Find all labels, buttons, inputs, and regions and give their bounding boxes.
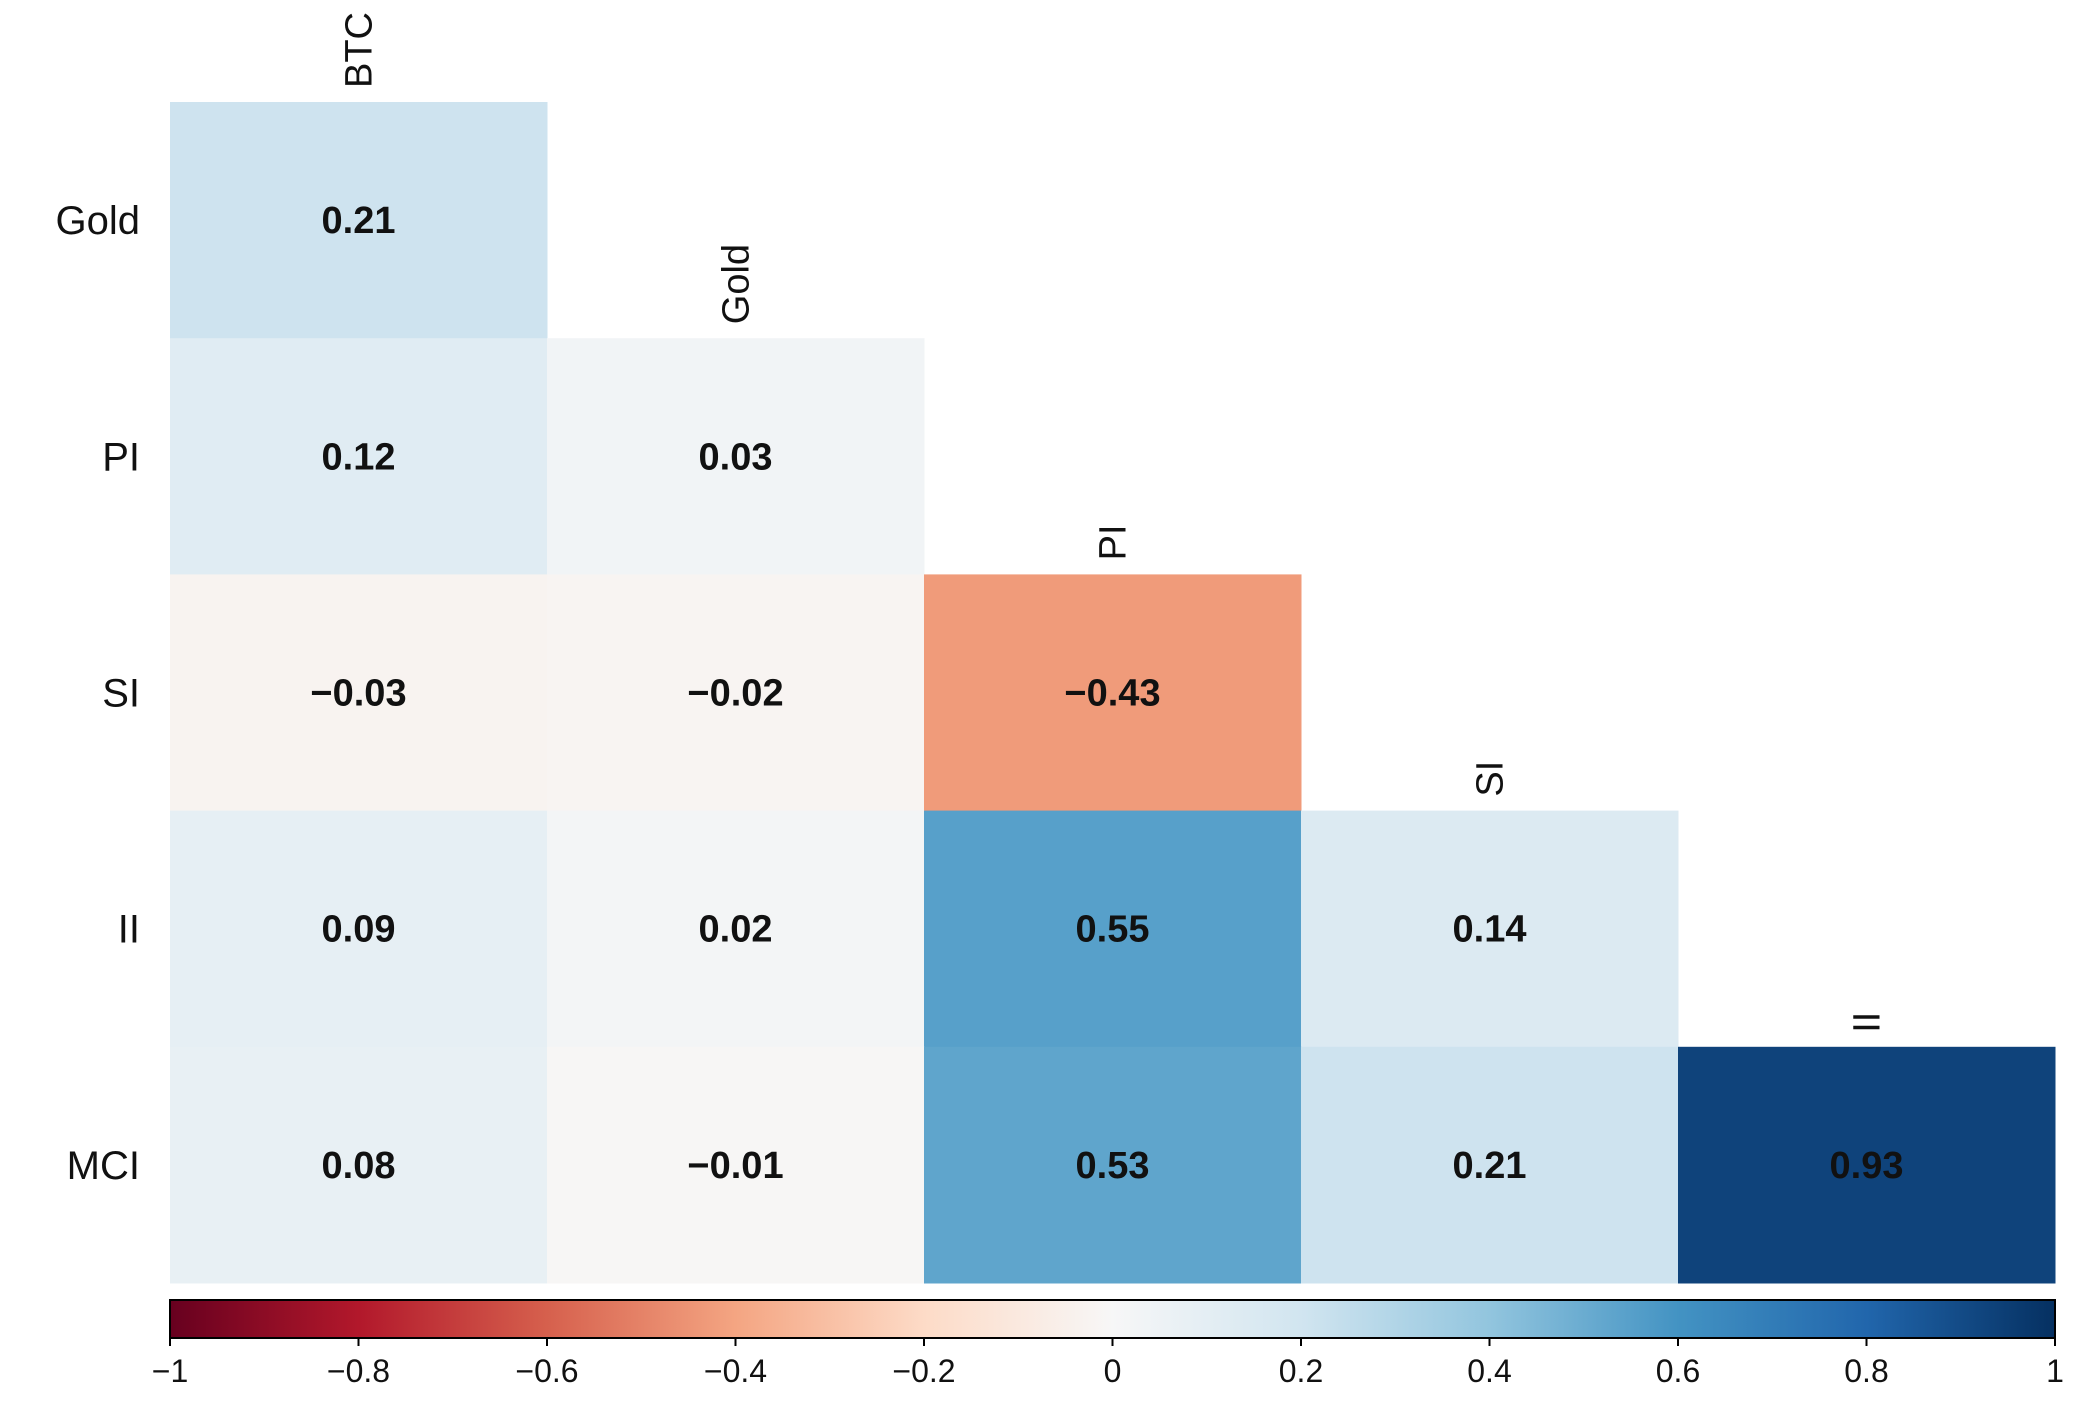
cell-value-ii-si: 0.14 — [1453, 909, 1527, 951]
colorbar-tick-label: −0.8 — [327, 1353, 390, 1389]
cell-value-pi-gold: 0.03 — [699, 436, 773, 478]
cell-pi-gold — [547, 338, 925, 575]
cell-value-ii-gold: 0.02 — [699, 909, 773, 951]
heatmap-cells: 0.21 0.12 0.03 −0.03 −0.02 −0.43 0.09 0.02 0.55 0… — [170, 102, 2056, 1284]
cell-mci-pi — [924, 1046, 1302, 1284]
cell-value-mci-si: 0.21 — [1453, 1145, 1527, 1187]
colorbar-tick-label: −1 — [152, 1353, 188, 1389]
column-label-gold: Gold — [716, 244, 758, 324]
cell-value-mci-btc: 0.08 — [322, 1145, 396, 1187]
column-label-pi: PI — [1093, 524, 1135, 560]
row-label-ii: II — [118, 908, 140, 952]
colorbar: −1 −0.8 −0.6 −0.4 −0.2 0 0.2 0.4 0.6 0.8 1 — [152, 1299, 2064, 1389]
cell-ii-gold — [547, 810, 925, 1048]
cell-si-pi — [924, 574, 1302, 812]
row-label-si: SI — [102, 672, 140, 716]
colorbar-tick-label: −0.2 — [892, 1353, 955, 1389]
colorbar-tick-label: 0.2 — [1279, 1353, 1323, 1389]
colorbar-tick-label: 0.4 — [1467, 1353, 1511, 1389]
colorbar-gradient — [169, 1299, 2056, 1339]
colorbar-tick-label: 0.6 — [1656, 1353, 1700, 1389]
colorbar-tick-label: 0.8 — [1844, 1353, 1888, 1389]
cell-mci-btc — [170, 1046, 548, 1284]
cell-si-gold — [547, 574, 925, 812]
colorbar-tick-label: 0 — [1104, 1353, 1122, 1389]
cell-pi-btc — [170, 338, 548, 575]
column-label-si: SI — [1470, 761, 1512, 797]
row-labels: Gold PI SI II MCI — [56, 199, 141, 1188]
cell-gold-btc — [170, 102, 548, 339]
row-label-mci: MCI — [67, 1144, 140, 1188]
cell-value-mci-gold: −0.01 — [687, 1145, 783, 1187]
colorbar-tick-label: −0.4 — [704, 1353, 767, 1389]
cell-ii-pi — [924, 810, 1302, 1048]
cell-value-si-pi: −0.43 — [1064, 673, 1160, 715]
cell-mci-gold — [547, 1046, 925, 1284]
cell-value-mci-ii: 0.93 — [1830, 1145, 1904, 1187]
row-label-pi: PI — [102, 435, 140, 479]
cell-value-mci-pi: 0.53 — [1076, 1145, 1150, 1187]
cell-value-si-btc: −0.03 — [310, 673, 406, 715]
column-label-btc: BTC — [339, 12, 381, 88]
cell-mci-si — [1301, 1046, 1679, 1284]
cell-value-gold-btc: 0.21 — [322, 200, 396, 242]
cell-si-btc — [170, 574, 548, 812]
row-label-gold: Gold — [56, 199, 141, 243]
cell-ii-si — [1301, 810, 1679, 1048]
column-label-ii: II — [1847, 1012, 1889, 1033]
colorbar-tick-label: −0.6 — [515, 1353, 578, 1389]
colorbar-tick-label: 1 — [2046, 1353, 2064, 1389]
cell-value-ii-pi: 0.55 — [1076, 909, 1150, 951]
cell-ii-btc — [170, 810, 548, 1048]
cell-mci-ii — [1678, 1046, 2056, 1284]
cell-value-ii-btc: 0.09 — [322, 909, 396, 951]
column-labels: BTC Gold PI SI II — [339, 12, 1889, 1033]
cell-value-si-gold: −0.02 — [687, 673, 783, 715]
cell-value-pi-btc: 0.12 — [322, 436, 396, 478]
